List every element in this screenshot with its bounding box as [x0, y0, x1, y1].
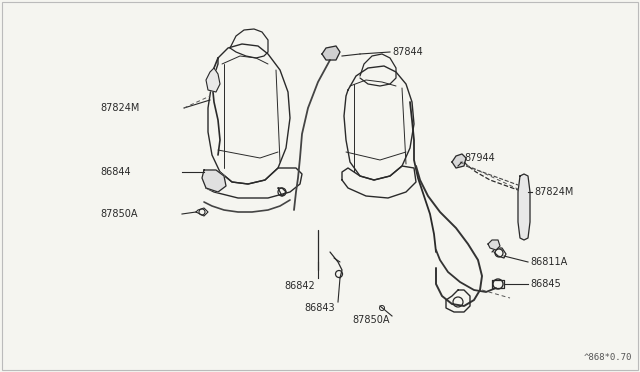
Text: 86845: 86845	[530, 279, 561, 289]
Polygon shape	[518, 174, 530, 240]
Polygon shape	[452, 154, 466, 168]
Polygon shape	[206, 68, 220, 92]
Text: 86843: 86843	[304, 303, 335, 313]
Polygon shape	[488, 240, 500, 250]
Text: 86842: 86842	[284, 281, 315, 291]
Text: 87850A: 87850A	[352, 315, 390, 325]
Text: 87844: 87844	[392, 47, 423, 57]
Polygon shape	[202, 170, 226, 192]
Text: 87824M: 87824M	[534, 187, 573, 197]
Text: ^868*0.70: ^868*0.70	[584, 353, 632, 362]
Text: 86844: 86844	[100, 167, 131, 177]
Text: 87850A: 87850A	[100, 209, 138, 219]
Text: 87824M: 87824M	[100, 103, 140, 113]
Text: 87944: 87944	[464, 153, 495, 163]
Polygon shape	[322, 46, 340, 60]
Text: 86811A: 86811A	[530, 257, 567, 267]
